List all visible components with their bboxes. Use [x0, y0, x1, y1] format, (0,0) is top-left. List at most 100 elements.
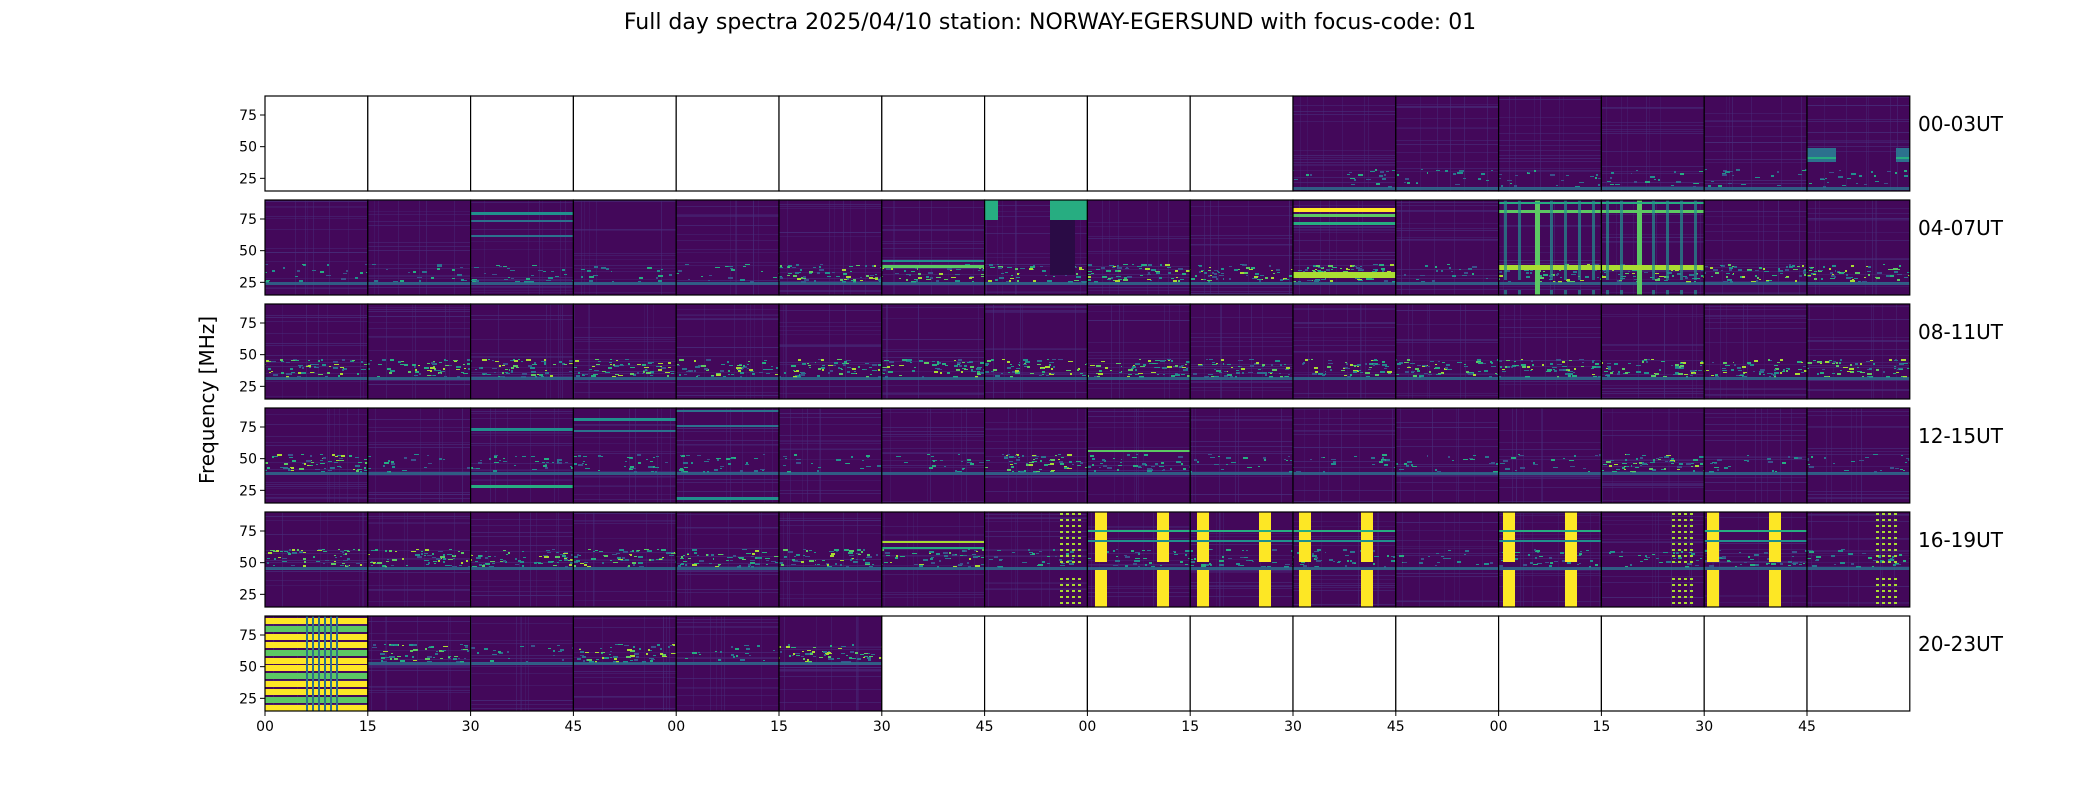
spectrum-panel [881, 95, 986, 192]
spectra-row: 25 50 75 00-03UT [239, 95, 2004, 192]
row-time-label: 12-15UT [1918, 424, 2004, 448]
spectrum-panel [983, 95, 1088, 192]
y-tick-label: 25 [239, 171, 257, 187]
spectrum-panel [1600, 407, 1705, 504]
x-tick-label: 45 [976, 719, 994, 735]
spectrum-panel [675, 95, 780, 192]
y-tick-label: 75 [239, 524, 257, 540]
spectrum-panel [675, 303, 780, 400]
spectrum-panel [1600, 303, 1705, 400]
spectrum-panel [1497, 95, 1602, 192]
spectrum-panel [1189, 615, 1294, 712]
row-time-label: 04-07UT [1918, 216, 2004, 240]
spectrum-panel [881, 407, 986, 504]
spectrum-panel [881, 615, 986, 712]
spectrum-panel [1703, 95, 1808, 192]
spectrum-panel [1189, 95, 1294, 192]
x-tick-label: 30 [1284, 719, 1302, 735]
y-tick-label: 75 [239, 420, 257, 436]
x-tick-label: 15 [1592, 719, 1610, 735]
y-tick-label: 50 [239, 556, 257, 572]
spectrum-panel [1292, 199, 1397, 296]
spectrum-panel [1806, 199, 1911, 296]
spectrum-panel [1086, 407, 1191, 504]
x-tick-label: 00 [1490, 719, 1508, 735]
spectrum-panel [1086, 95, 1191, 192]
spectrum-panel [983, 199, 1088, 296]
spectrum-panel [983, 511, 1088, 608]
spectrum-panel [778, 95, 883, 192]
spectrum-panel [1292, 407, 1397, 504]
chart-title: Full day spectra 2025/04/10 station: NOR… [623, 10, 1477, 35]
spectrum-panel [1703, 511, 1808, 608]
spectrum-panel [675, 407, 780, 504]
spectrum-panel [367, 407, 472, 504]
spectrum-panel [1497, 615, 1602, 712]
spectrum-panel [675, 199, 780, 296]
spectrum-panel [1189, 199, 1294, 296]
spectrum-panel [470, 511, 575, 608]
spectrum-panel [881, 511, 986, 608]
spectrum-panel [778, 303, 883, 400]
spectrum-panel [1292, 511, 1397, 608]
spectrum-panel [572, 199, 677, 296]
y-tick-label: 75 [239, 212, 257, 228]
spectrum-panel [1497, 303, 1602, 400]
y-tick-label: 25 [239, 587, 257, 603]
spectra-row: 25 50 75 12-15UT [239, 407, 2004, 504]
y-tick-label: 25 [239, 379, 257, 395]
spectrum-panel [675, 511, 780, 608]
spectrum-panel [1292, 615, 1397, 712]
spectrum-panel [1600, 95, 1705, 192]
spectrum-panel [1703, 303, 1808, 400]
spectrum-panel [1189, 511, 1294, 608]
spectrum-panel [264, 511, 369, 608]
spectrum-panel [572, 615, 677, 712]
x-tick-label: 00 [256, 719, 274, 735]
spectrum-panel [367, 95, 472, 192]
spectrum-panel [572, 95, 677, 192]
x-tick-label: 45 [564, 719, 582, 735]
spectrum-panel [470, 303, 575, 400]
spectrum-panel [1703, 407, 1808, 504]
spectrum-panel [264, 199, 369, 296]
spectrum-panel [1497, 199, 1602, 296]
spectrum-panel [1600, 615, 1705, 712]
spectrum-panel [367, 511, 472, 608]
spectrum-panel [572, 407, 677, 504]
row-time-label: 16-19UT [1918, 528, 2004, 552]
spectrum-panel [367, 303, 472, 400]
spectrum-panel [1806, 407, 1911, 504]
x-tick-label: 30 [462, 719, 480, 735]
spectrum-panel [1395, 511, 1500, 608]
spectrum-panel [264, 407, 369, 504]
spectrum-panel [572, 303, 677, 400]
spectrum-panel [778, 407, 883, 504]
spectrum-panel [1600, 199, 1705, 296]
y-tick-label: 25 [239, 483, 257, 499]
y-axis-label: Frequency [MHz] [195, 316, 219, 484]
spectrum-panel [1086, 615, 1191, 712]
x-tick-label: 00 [667, 719, 685, 735]
x-tick-label: 30 [1695, 719, 1713, 735]
spectrum-panel [367, 615, 472, 712]
spectrum-panel [1395, 407, 1500, 504]
y-tick-label: 50 [239, 452, 257, 468]
y-tick-label: 50 [239, 140, 257, 156]
spectrum-panel [470, 95, 575, 192]
x-tick-label: 45 [1798, 719, 1816, 735]
row-time-label: 08-11UT [1918, 320, 2004, 344]
spectra-row: 25 50 75 20-23UT [239, 615, 2004, 712]
x-tick-label: 15 [770, 719, 788, 735]
spectrum-panel [1806, 303, 1911, 400]
spectrum-panel [1703, 199, 1808, 296]
y-tick-label: 50 [239, 660, 257, 676]
spectrum-panel [1086, 199, 1191, 296]
spectrum-panel [881, 199, 986, 296]
spectrum-panel [983, 407, 1088, 504]
y-tick-label: 75 [239, 316, 257, 332]
spectrum-panel [1086, 511, 1191, 608]
spectrum-panel [1395, 199, 1500, 296]
spectrum-panel [983, 615, 1088, 712]
